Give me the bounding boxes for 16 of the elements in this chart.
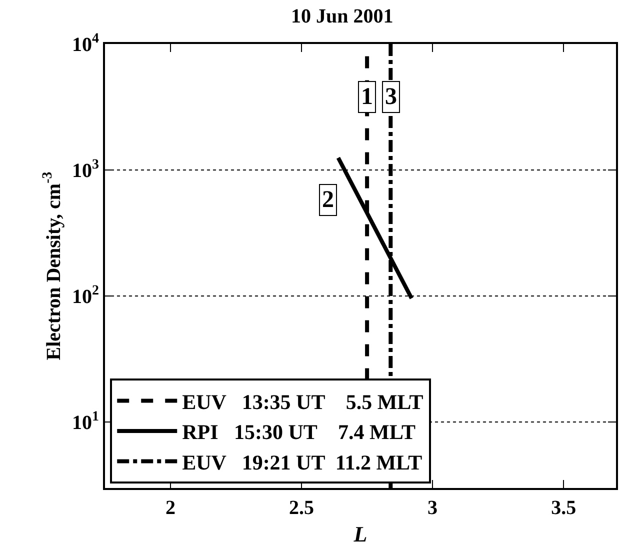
annotation: 2 [322,187,334,213]
x-tick-label: 3 [428,497,438,519]
x-tick-label: 2 [166,497,176,519]
y-tick-label: 10$^{1}$ [72,410,99,434]
x-tick-label: 3.5 [551,497,576,519]
x-axis-title: L [352,521,368,546]
y-tick-label: 10$^{3}$ [72,158,99,182]
annotation: 3 [385,84,397,110]
chart-title: 10 Jun 2001 [290,5,394,28]
legend-label: RPI 15:30 UT 7.4 MLT [182,420,416,444]
legend-label: EUV 13:35 UT 5.5 MLT [182,390,424,414]
y-tick-label: 10$^{4}$ [72,32,99,56]
y-tick-label: 10$^{2}$ [72,284,99,308]
x-tick-label: 2.5 [289,497,314,519]
annotation: 1 [361,84,373,110]
legend-label: EUV 19:21 UT 11.2 MLT [182,450,422,474]
